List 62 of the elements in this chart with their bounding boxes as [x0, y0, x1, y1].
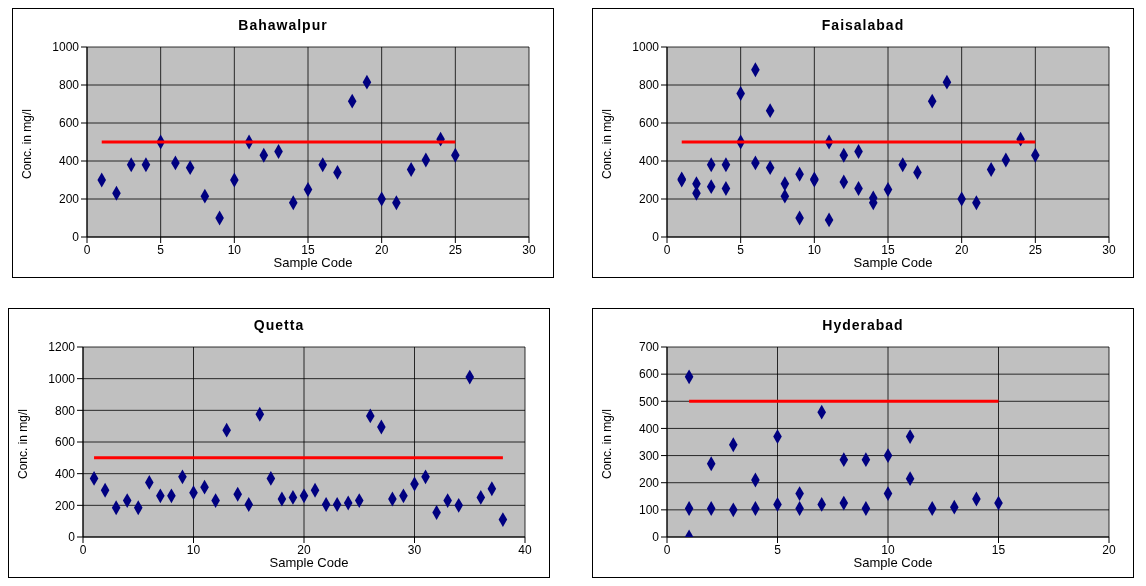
y-tick-label: 1200	[48, 340, 76, 355]
y-tick-label: 700	[638, 340, 660, 355]
x-tick-label: 5	[157, 242, 165, 257]
x-tick-label: 5	[737, 242, 745, 257]
y-axis-title: Conc. in mg/l	[600, 408, 614, 480]
y-tick-label: 600	[58, 116, 80, 131]
x-tick-label: 20	[954, 242, 969, 257]
y-tick-label: 200	[58, 192, 80, 207]
x-tick-label: 10	[807, 242, 822, 257]
y-tick-label: 400	[58, 154, 80, 169]
y-tick-label: 200	[638, 475, 660, 490]
y-tick-label: 300	[638, 448, 660, 463]
y-tick-label: 800	[638, 78, 660, 93]
x-tick-label: 40	[518, 542, 532, 557]
y-axis-title: Conc. in mg/l	[16, 408, 30, 480]
y-tick-label: 600	[638, 367, 660, 382]
y-tick-label: 0	[68, 530, 76, 545]
y-tick-label: 600	[638, 116, 660, 131]
y-tick-label: 400	[638, 421, 660, 436]
x-tick-label: 30	[1102, 242, 1116, 257]
y-tick-label: 0	[652, 230, 660, 245]
y-tick-label: 1000	[48, 371, 76, 386]
x-tick-label: 15	[301, 242, 315, 257]
y-axis-title: Conc. in mg/l	[20, 108, 34, 180]
y-tick-label: 1000	[632, 40, 660, 55]
x-axis-title: Sample Code	[269, 555, 349, 570]
y-tick-label: 0	[72, 230, 80, 245]
x-tick-label: 10	[186, 542, 201, 557]
x-tick-label: 20	[297, 542, 311, 557]
x-tick-label: 10	[227, 242, 242, 257]
y-tick-label: 500	[638, 394, 660, 409]
x-tick-label: 25	[448, 242, 463, 257]
chart-title: Faisalabad	[820, 17, 906, 33]
x-tick-label: 5	[774, 542, 782, 557]
x-axis-title: Sample Code	[853, 255, 933, 270]
y-tick-label: 800	[54, 403, 76, 418]
y-tick-label: 1000	[52, 40, 80, 55]
x-tick-label: 0	[663, 542, 671, 557]
y-tick-label: 0	[652, 530, 660, 545]
x-tick-label: 0	[83, 242, 91, 257]
chart-title: Hyderabad	[821, 317, 905, 333]
y-tick-label: 200	[638, 192, 660, 207]
x-tick-label: 25	[1028, 242, 1043, 257]
x-tick-label: 10	[881, 542, 895, 557]
y-tick-label: 400	[54, 466, 76, 481]
x-tick-label: 15	[881, 242, 895, 257]
chart-title: Quetta	[252, 317, 306, 333]
chart-title: Bahawalpur	[237, 17, 329, 33]
x-tick-label: 30	[522, 242, 536, 257]
x-tick-label: 20	[1102, 542, 1116, 557]
y-tick-label: 600	[54, 435, 76, 450]
x-axis-title: Sample Code	[853, 555, 933, 570]
y-tick-label: 400	[638, 154, 660, 169]
x-tick-label: 15	[991, 542, 1006, 557]
x-axis-title: Sample Code	[273, 255, 353, 270]
y-tick-label: 800	[58, 78, 80, 93]
x-tick-label: 0	[663, 242, 671, 257]
x-tick-label: 30	[407, 542, 422, 557]
x-tick-label: 20	[374, 242, 389, 257]
y-axis-title: Conc. in mg/l	[600, 108, 614, 180]
y-tick-label: 200	[54, 498, 76, 513]
y-tick-label: 100	[638, 503, 660, 518]
